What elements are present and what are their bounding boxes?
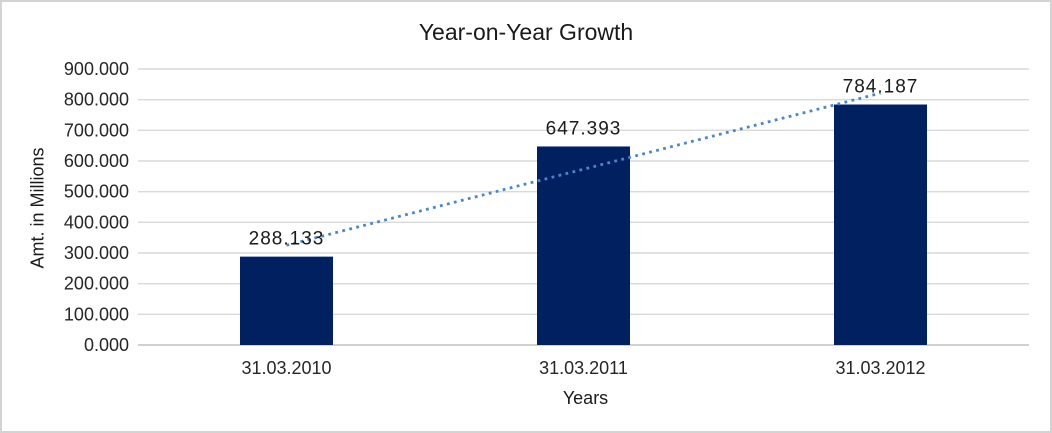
trendline [286,91,881,247]
y-tick-label: 500.000 [64,182,129,202]
y-tick-label: 400.000 [64,212,129,232]
y-tick-label: 200.000 [64,274,129,294]
y-tick-label: 100.000 [64,304,129,324]
x-tick-label: 31.03.2011 [539,358,628,378]
x-axis-title: Years [562,388,609,408]
y-tick-label: 300.000 [64,243,129,263]
bar [834,104,927,345]
y-tick-label: 800.000 [64,90,129,110]
bar-data-label: 647.393 [546,118,622,139]
chart-title: Year-on-Year Growth [418,19,634,45]
y-tick-label: 600.000 [64,151,129,171]
y-tick-label: 0.000 [84,335,129,355]
x-tick-label: 31.03.2012 [835,358,925,378]
x-tick-label: 31.03.2010 [241,358,331,378]
y-tick-label: 700.000 [64,120,129,140]
bar [240,256,333,345]
bar-data-label: 288.133 [249,229,325,250]
y-tick-label: 900.000 [64,59,129,79]
bar-data-label: 784.187 [843,77,919,98]
bar [537,146,630,345]
